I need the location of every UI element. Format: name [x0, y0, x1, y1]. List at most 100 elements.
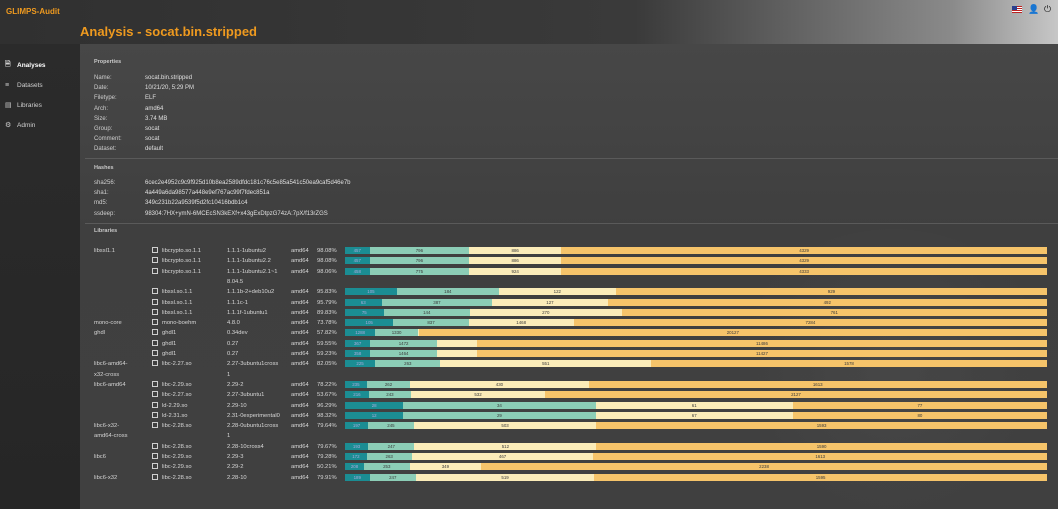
library-name[interactable]: libc-2.29.so: [162, 454, 192, 460]
library-match-bar: 28 34 61 77: [345, 401, 1047, 409]
library-name[interactable]: mono-boehm: [162, 320, 197, 327]
library-checkbox[interactable]: [152, 422, 158, 429]
library-arch: amd64: [291, 351, 309, 357]
library-row: ghdl ghdl1 0.34dev amd64 57.82% 1288 1330 20127: [80, 328, 1058, 338]
page-title: Analysis - socat.bin.stripped: [80, 24, 257, 39]
bar-segment: 172: [345, 453, 367, 460]
library-name[interactable]: libssl.so.1.1: [162, 309, 193, 316]
library-checkbox[interactable]: [152, 257, 158, 264]
library-name[interactable]: libc-2.29.so: [162, 381, 192, 388]
library-name[interactable]: libc-2.28.so: [162, 423, 192, 430]
library-row: ghdl1 0.27 amd64 59.23% 358 1464 11427: [80, 349, 1058, 359]
library-name[interactable]: libssl.so.1.1: [162, 299, 193, 306]
bar-segment: 430: [410, 380, 589, 388]
sidebar-item-label: Datasets: [17, 81, 43, 89]
bar-segment: 80: [792, 411, 1047, 419]
library-match-bar: 457 796 886 4329: [345, 257, 1047, 265]
library-checkbox[interactable]: [152, 339, 158, 346]
library-name[interactable]: ld-2.29.so: [162, 402, 188, 409]
library-checkbox[interactable]: [152, 380, 158, 387]
library-percent: 73.78%: [317, 320, 337, 327]
library-arch: amd64: [291, 381, 309, 388]
bar-segment: 1595: [594, 473, 1047, 481]
library-checkbox[interactable]: [152, 329, 158, 336]
bar-segment: 243: [368, 391, 411, 399]
library-checkbox[interactable]: [152, 453, 158, 459]
library-percent: 96.29%: [317, 402, 337, 409]
library-name[interactable]: libcrypto.so.1.1: [162, 248, 201, 254]
sidebar-item-datasets[interactable]: ≡ Datasets: [0, 75, 80, 95]
library-arch: amd64: [291, 412, 309, 419]
bar-segment: 184: [396, 288, 499, 296]
bar-segment: 67: [595, 411, 793, 419]
file-icon: 🗎: [5, 60, 11, 68]
library-name[interactable]: libc-2.27.so: [162, 361, 192, 368]
library-checkbox[interactable]: [152, 298, 158, 305]
library-checkbox[interactable]: [152, 350, 158, 356]
library-name[interactable]: ghdl1: [162, 351, 177, 357]
library-name[interactable]: libc-2.27.so: [162, 392, 192, 399]
library-checkbox[interactable]: [152, 391, 158, 398]
bar-segment: 457: [345, 247, 370, 254]
library-name[interactable]: ghdl1: [162, 330, 177, 337]
library-checkbox[interactable]: [152, 401, 158, 408]
bar-segment: 193: [345, 442, 369, 450]
library-match-bar: 193 247 512 1590: [345, 442, 1047, 450]
library-checkbox[interactable]: [152, 473, 158, 480]
bar-segment: 29: [403, 411, 596, 419]
bar-segment: 924: [469, 267, 562, 275]
hash-value: 4a449a6da98577a448e9ef767ac99f7fdec851a: [145, 190, 270, 197]
library-match-bar: 12 29 67 80: [345, 411, 1047, 419]
library-checkbox[interactable]: [152, 360, 158, 367]
library-row: libc-2.27.so 2.27-3ubuntu1 amd64 53.67% 216 2…: [80, 390, 1058, 400]
divider: [85, 223, 1058, 224]
power-icon[interactable]: ⏻: [1043, 4, 1052, 14]
library-percent: 57.82%: [317, 330, 337, 337]
library-row: libssl.so.1.1 1.1.1f-1ubuntu1 amd64 89.83% 7…: [80, 308, 1058, 318]
library-name[interactable]: libc-2.29.so: [162, 464, 192, 471]
divider: [85, 158, 1058, 159]
top-bar: GLIMPS-Audit 👤 ⏻: [0, 0, 1058, 44]
sidebar: 🗎 Analyses ≡ Datasets ▤ Libraries ⚙ Admi…: [0, 44, 80, 509]
bar-segment: 1613: [588, 380, 1047, 388]
library-name[interactable]: libssl.so.1.1: [162, 289, 193, 296]
sidebar-item-admin[interactable]: ⚙ Admin: [0, 115, 80, 135]
bar-segment: 247: [369, 473, 416, 481]
library-checkbox[interactable]: [152, 288, 158, 295]
bar-segment: 189: [345, 473, 370, 481]
library-checkbox[interactable]: [152, 308, 158, 315]
library-checkbox[interactable]: [152, 319, 158, 326]
library-checkbox[interactable]: [152, 247, 158, 253]
library-version: 2.28-0ubuntu1cross: [227, 423, 279, 430]
property-key: Filetype:: [94, 95, 117, 102]
library-checkbox[interactable]: [152, 411, 158, 418]
library-row: x32-cross 1: [80, 370, 1058, 380]
us-flag-icon[interactable]: [1012, 6, 1022, 13]
library-name[interactable]: libcrypto.so.1.1: [162, 268, 201, 275]
library-checkbox[interactable]: [152, 442, 158, 449]
library-name[interactable]: libc-2.28.so: [162, 443, 192, 450]
library-version: 0.27: [227, 351, 239, 357]
sidebar-item-libraries[interactable]: ▤ Libraries: [0, 95, 80, 115]
library-group: libc6: [94, 454, 106, 460]
library-arch: amd64: [291, 361, 309, 368]
bar-segment: [436, 350, 477, 357]
user-icon[interactable]: 👤: [1028, 4, 1040, 14]
bar-segment: 796: [369, 247, 470, 254]
library-checkbox[interactable]: [152, 463, 158, 470]
library-checkbox[interactable]: [152, 267, 158, 274]
app-brand[interactable]: GLIMPS-Audit: [6, 7, 60, 16]
library-match-bar: 63 387 127 492: [345, 298, 1047, 306]
sidebar-item-analyses[interactable]: 🗎 Analyses: [0, 55, 80, 75]
library-version: 2.27-3ubuntu1: [227, 392, 265, 399]
library-icon: ▤: [5, 102, 12, 109]
library-name[interactable]: ld-2.31.so: [162, 412, 188, 419]
background-gear-icon: [728, 229, 1058, 509]
library-name[interactable]: ghdl1: [162, 340, 177, 347]
library-version: 8.04.5: [227, 278, 244, 285]
library-name[interactable]: libcrypto.so.1.1: [162, 258, 201, 265]
library-match-bar: 457 796 886 4329: [345, 247, 1047, 254]
bar-segment: 75: [345, 308, 384, 316]
hash-value: 349c231b22a9539f5d2fc10416bdb1c4: [145, 200, 248, 207]
library-name[interactable]: libc-2.28.so: [162, 474, 192, 481]
